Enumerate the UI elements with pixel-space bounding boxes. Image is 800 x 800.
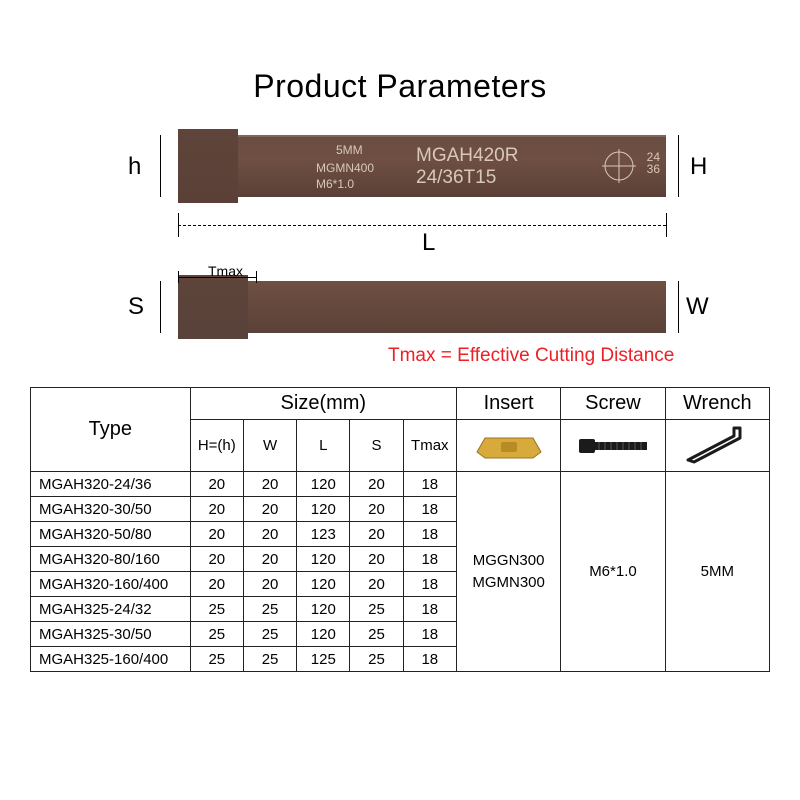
etch-model-bottom: 24/36T15	[416, 167, 496, 189]
cell-H: 25	[190, 647, 243, 672]
cell-H: 20	[190, 472, 243, 497]
table-body: MGAH320-24/3620201202018MGGN300 MGMN300M…	[31, 472, 770, 672]
etch-ratio: 24 36	[647, 151, 660, 175]
hdr-sub-H: H=(h)	[190, 420, 243, 472]
cell-type: MGAH320-30/50	[31, 497, 191, 522]
dim-S: S	[128, 293, 144, 321]
wrench-image-cell	[665, 420, 769, 472]
cell-type: MGAH320-80/160	[31, 547, 191, 572]
cell-type: MGAH325-30/50	[31, 622, 191, 647]
hdr-size: Size(mm)	[190, 388, 456, 420]
cell-L: 120	[297, 622, 350, 647]
cell-W: 20	[243, 547, 296, 572]
cell-W: 25	[243, 597, 296, 622]
etch-model-top: MGAH420R	[416, 145, 518, 167]
cell-type: MGAH325-160/400	[31, 647, 191, 672]
cell-L: 120	[297, 572, 350, 597]
etch-thread: M6*1.0	[316, 177, 354, 191]
cell-W: 20	[243, 472, 296, 497]
insert-image-cell	[456, 420, 560, 472]
cell-type: MGAH320-160/400	[31, 572, 191, 597]
etch-size: 5MM	[336, 143, 363, 157]
cell-Tmax: 18	[403, 572, 456, 597]
table-row: MGAH320-24/3620201202018MGGN300 MGMN300M…	[31, 472, 770, 497]
cell-L: 120	[297, 497, 350, 522]
cell-L: 125	[297, 647, 350, 672]
hdr-wrench: Wrench	[665, 388, 769, 420]
cell-insert-value: MGGN300 MGMN300	[456, 472, 560, 672]
dimension-diagram: 5MM MGAH420R 24/36T15 MGMN400 M6*1.0 24 …	[50, 117, 750, 377]
cell-type: MGAH320-24/36	[31, 472, 191, 497]
cell-W: 25	[243, 647, 296, 672]
cell-W: 20	[243, 497, 296, 522]
cell-type: MGAH320-50/80	[31, 522, 191, 547]
dim-H-big: H	[690, 153, 707, 181]
cell-W: 20	[243, 522, 296, 547]
cell-S: 20	[350, 522, 403, 547]
cell-Tmax: 18	[403, 472, 456, 497]
cell-H: 20	[190, 497, 243, 522]
cell-wrench-value: 5MM	[665, 472, 769, 672]
cell-L: 120	[297, 597, 350, 622]
cell-Tmax: 18	[403, 497, 456, 522]
tool-bar-bottom	[216, 281, 666, 333]
hdr-sub-W: W	[243, 420, 296, 472]
cell-Tmax: 18	[403, 597, 456, 622]
cell-H: 20	[190, 547, 243, 572]
cell-H: 25	[190, 622, 243, 647]
cell-screw-value: M6*1.0	[561, 472, 665, 672]
cell-S: 25	[350, 647, 403, 672]
tmax-note: Tmax = Effective Cutting Distance	[388, 345, 674, 367]
cell-Tmax: 18	[403, 522, 456, 547]
wrench-icon	[682, 426, 752, 466]
cell-S: 20	[350, 472, 403, 497]
cell-type: MGAH325-24/32	[31, 597, 191, 622]
cell-S: 20	[350, 547, 403, 572]
cell-S: 25	[350, 622, 403, 647]
etch-insert: MGMN400	[316, 161, 374, 175]
hdr-type: Type	[31, 388, 191, 472]
page-title: Product Parameters	[0, 0, 800, 117]
cell-S: 20	[350, 572, 403, 597]
screw-image-cell	[561, 420, 665, 472]
cell-S: 25	[350, 597, 403, 622]
hdr-sub-L: L	[297, 420, 350, 472]
target-icon	[602, 149, 636, 183]
dim-h-small: h	[128, 153, 141, 181]
hdr-insert: Insert	[456, 388, 560, 420]
cell-L: 120	[297, 547, 350, 572]
spec-table: Type Size(mm) Insert Screw Wrench H=(h) …	[30, 387, 770, 672]
hdr-sub-Tmax: Tmax	[403, 420, 456, 472]
hdr-screw: Screw	[561, 388, 665, 420]
hdr-sub-S: S	[350, 420, 403, 472]
cell-W: 20	[243, 572, 296, 597]
tool-bar-top: 5MM MGAH420R 24/36T15 MGMN400 M6*1.0 24 …	[216, 135, 666, 197]
cell-W: 25	[243, 622, 296, 647]
cell-Tmax: 18	[403, 647, 456, 672]
cell-L: 123	[297, 522, 350, 547]
cell-S: 20	[350, 497, 403, 522]
cell-Tmax: 18	[403, 622, 456, 647]
cell-H: 20	[190, 522, 243, 547]
screw-icon	[577, 433, 649, 459]
cell-H: 25	[190, 597, 243, 622]
spec-table-wrap: Type Size(mm) Insert Screw Wrench H=(h) …	[30, 387, 770, 672]
cell-L: 120	[297, 472, 350, 497]
insert-icon	[475, 430, 543, 462]
cell-Tmax: 18	[403, 547, 456, 572]
dim-W: W	[686, 293, 709, 321]
dim-L: L	[422, 229, 435, 257]
cell-H: 20	[190, 572, 243, 597]
